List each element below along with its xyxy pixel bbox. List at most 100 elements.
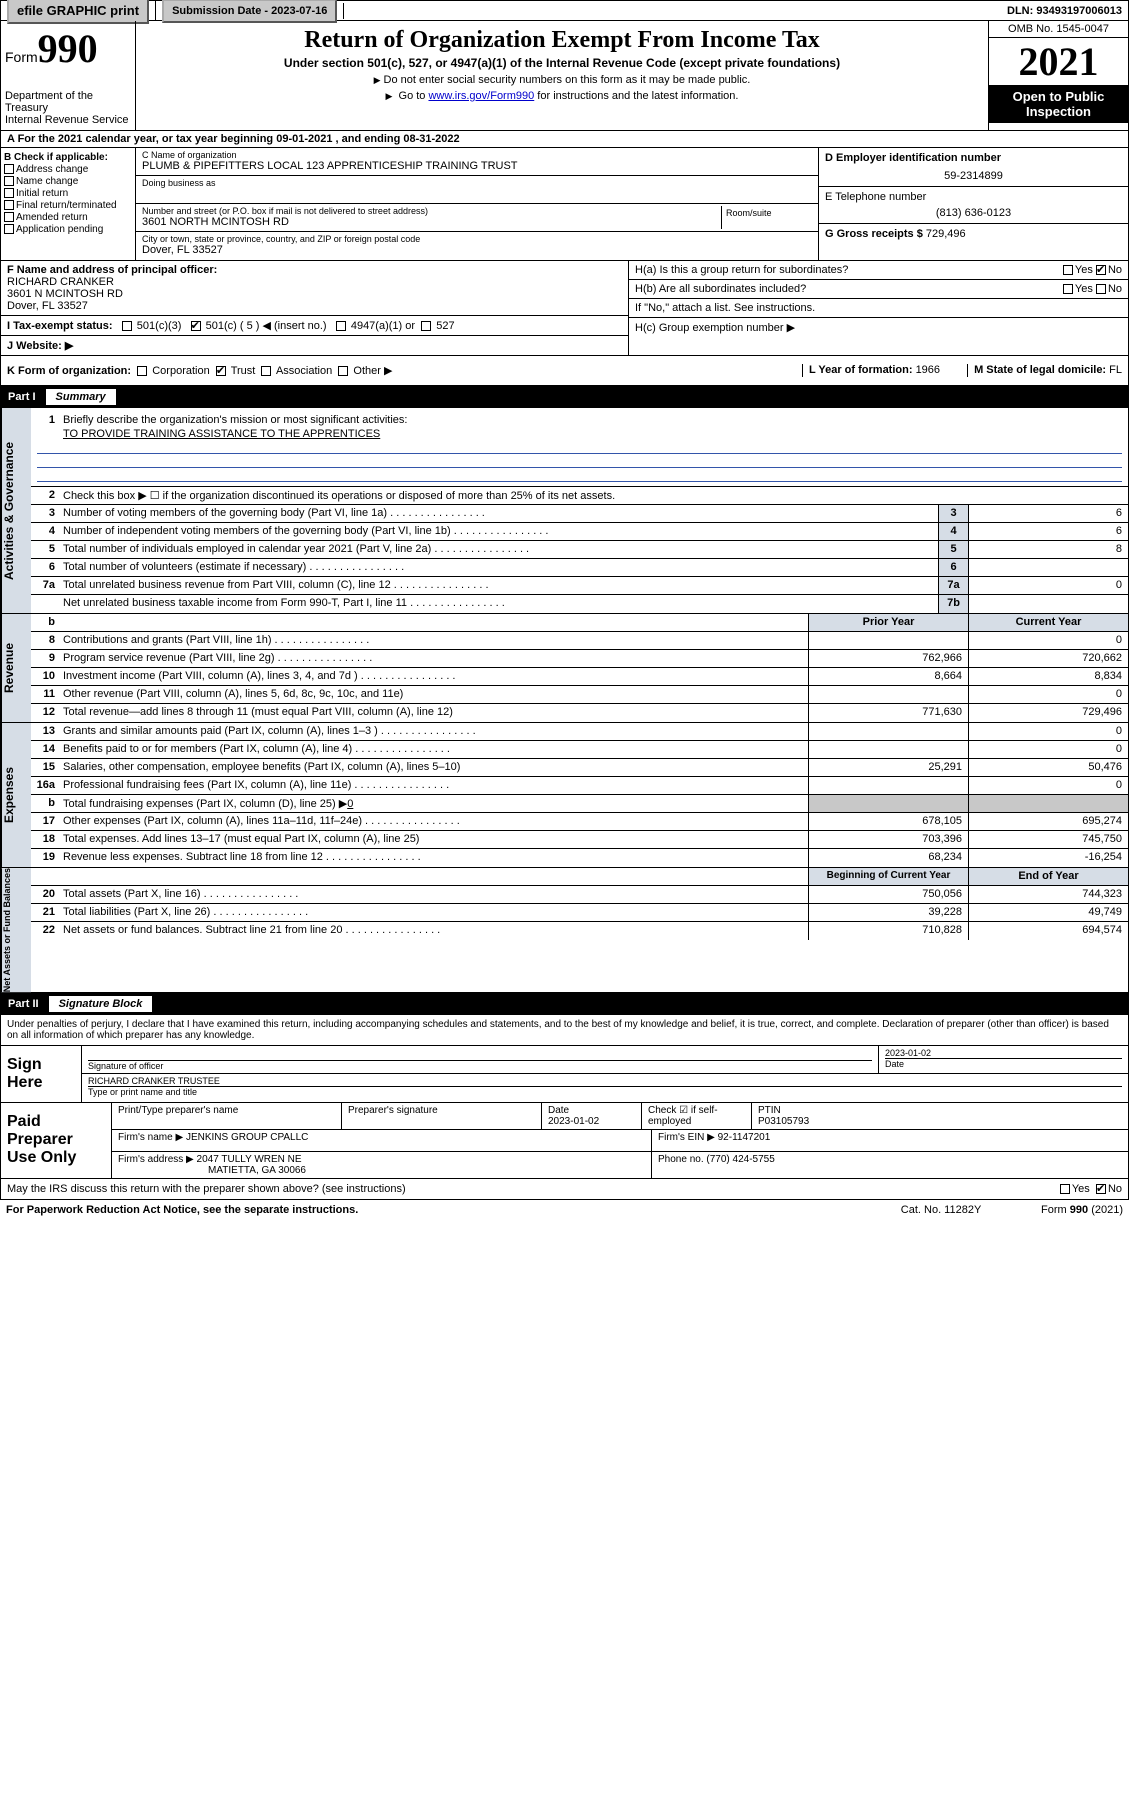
opt-4947[interactable]: 4947(a)(1) or [351,320,415,332]
ptin-value: P03105793 [758,1116,809,1127]
part-2-title: Signature Block [49,996,153,1012]
website-label: J Website: ▶ [7,340,73,352]
line-7b-value [968,595,1128,613]
subordinates-label: H(b) Are all subordinates included? [635,283,1063,295]
domicile-label: M State of legal domicile: [974,364,1109,376]
signer-name: RICHARD CRANKER TRUSTEE [88,1076,1122,1086]
chk-application-pending[interactable]: Application pending [16,224,103,235]
line-10: Investment income (Part VIII, column (A)… [59,668,808,685]
chk-name-change[interactable]: Name change [16,176,78,187]
open-public-badge: Open to Public Inspection [989,85,1128,123]
tax-year-line: A For the 2021 calendar year, or tax yea… [0,131,1129,148]
self-employed-check[interactable]: Check ☑ if self-employed [642,1103,752,1129]
city-state-zip: Dover, FL 33527 [142,244,812,256]
mission-text: TO PROVIDE TRAINING ASSISTANCE TO THE AP… [63,428,380,440]
telephone-label: E Telephone number [825,191,1122,203]
dln-label: DLN: 93493197006013 [1001,3,1128,19]
gross-receipts-value: 729,496 [926,228,966,240]
paid-preparer-label: Paid Preparer Use Only [1,1103,111,1178]
line-14: Benefits paid to or for members (Part IX… [59,741,808,758]
tax-exempt-label: I Tax-exempt status: [7,320,113,332]
line-13-current: 0 [968,723,1128,740]
line-17-prior: 678,105 [808,813,968,830]
line-15-current: 50,476 [968,759,1128,776]
firm-addr2: MATIETTA, GA 30066 [208,1165,306,1176]
line-15: Salaries, other compensation, employee b… [59,759,808,776]
opt-527[interactable]: 527 [436,320,454,332]
irs-label: Internal Revenue Service [5,114,131,126]
ein-label: D Employer identification number [825,152,1122,164]
line-10-current: 8,834 [968,668,1128,685]
perjury-statement: Under penalties of perjury, I declare th… [1,1015,1128,1046]
line-16b: Total fundraising expenses (Part IX, col… [63,798,347,810]
year-formation-label: L Year of formation: [809,364,916,376]
opt-trust[interactable]: Trust [231,365,256,377]
tax-year: 2021 [989,38,1128,85]
revenue-section: Revenue bPrior YearCurrent Year 8Contrib… [0,614,1129,723]
line-4-value: 6 [968,523,1128,540]
ptin-label: PTIN [758,1105,781,1116]
line-18-current: 745,750 [968,831,1128,848]
line-3: Number of voting members of the governin… [59,505,938,522]
paid-preparer-block: Paid Preparer Use Only Print/Type prepar… [0,1103,1129,1179]
irs-link[interactable]: www.irs.gov/Form990 [428,90,534,102]
preparer-name-label: Print/Type preparer's name [112,1103,342,1129]
line-11: Other revenue (Part VIII, column (A), li… [59,686,808,703]
line-17: Other expenses (Part IX, column (A), lin… [59,813,808,830]
firm-name: JENKINS GROUP CPALLC [186,1132,308,1143]
mission-label: Briefly describe the organization's miss… [59,412,1128,428]
line-12-current: 729,496 [968,704,1128,722]
irs-discuss-row: May the IRS discuss this return with the… [0,1179,1129,1200]
officer-label: F Name and address of principal officer: [7,264,217,276]
officer-signature-label: Signature of officer [88,1060,872,1071]
telephone-value: (813) 636-0123 [825,207,1122,219]
chk-initial-return[interactable]: Initial return [16,188,68,199]
expenses-tab: Expenses [1,723,31,867]
firm-phone: (770) 424-5755 [706,1154,774,1165]
section-b-header: B Check if applicable: [4,152,132,163]
group-exemption-label: H(c) Group exemption number ▶ [635,321,795,334]
line-11-current: 0 [968,686,1128,703]
line-9: Program service revenue (Part VIII, line… [59,650,808,667]
opt-other[interactable]: Other ▶ [353,365,392,377]
goto-pre: Go to [399,90,429,102]
line-22-prior: 710,828 [808,922,968,940]
firm-name-label: Firm's name ▶ [118,1132,183,1143]
line-21-current: 49,749 [968,904,1128,921]
street-label: Number and street (or P.O. box if mail i… [142,206,721,216]
form-number: 990 [38,26,98,71]
line-16a-current: 0 [968,777,1128,794]
opt-501c3[interactable]: 501(c)(3) [137,320,182,332]
line-5: Total number of individuals employed in … [59,541,938,558]
page-footer: For Paperwork Reduction Act Notice, see … [0,1200,1129,1220]
firm-ein: 92-1147201 [718,1132,771,1143]
form-title: Return of Organization Exempt From Incom… [142,27,982,54]
org-name-label: C Name of organization [142,150,812,160]
expenses-section: Expenses 13Grants and similar amounts pa… [0,723,1129,868]
opt-501c[interactable]: 501(c) ( 5 ) ◀ (insert no.) [206,320,327,332]
officer-group-block: F Name and address of principal officer:… [0,261,1129,356]
chk-final-return[interactable]: Final return/terminated [16,200,117,211]
line-10-prior: 8,664 [808,668,968,685]
line-22: Net assets or fund balances. Subtract li… [59,922,808,940]
opt-corporation[interactable]: Corporation [152,365,209,377]
line-19-prior: 68,234 [808,849,968,867]
print-name-label: Type or print name and title [88,1086,1122,1097]
line-8: Contributions and grants (Part VIII, lin… [59,632,808,649]
line-18-prior: 703,396 [808,831,968,848]
line-20-current: 744,323 [968,886,1128,903]
firm-addr1: 2047 TULLY WREN NE [197,1154,302,1165]
firm-ein-label: Firm's EIN ▶ [658,1132,715,1143]
chk-address-change[interactable]: Address change [16,164,88,175]
ein-value: 59-2314899 [825,170,1122,182]
line-20: Total assets (Part X, line 16) [59,886,808,903]
line-21-prior: 39,228 [808,904,968,921]
preparer-signature-label: Preparer's signature [342,1103,542,1129]
line-14-current: 0 [968,741,1128,758]
pra-notice: For Paperwork Reduction Act Notice, see … [6,1204,841,1216]
opt-association[interactable]: Association [276,365,332,377]
line-7a-value: 0 [968,577,1128,594]
part-1-title: Summary [46,389,116,405]
line-7a: Total unrelated business revenue from Pa… [59,577,938,594]
chk-amended[interactable]: Amended return [16,212,88,223]
